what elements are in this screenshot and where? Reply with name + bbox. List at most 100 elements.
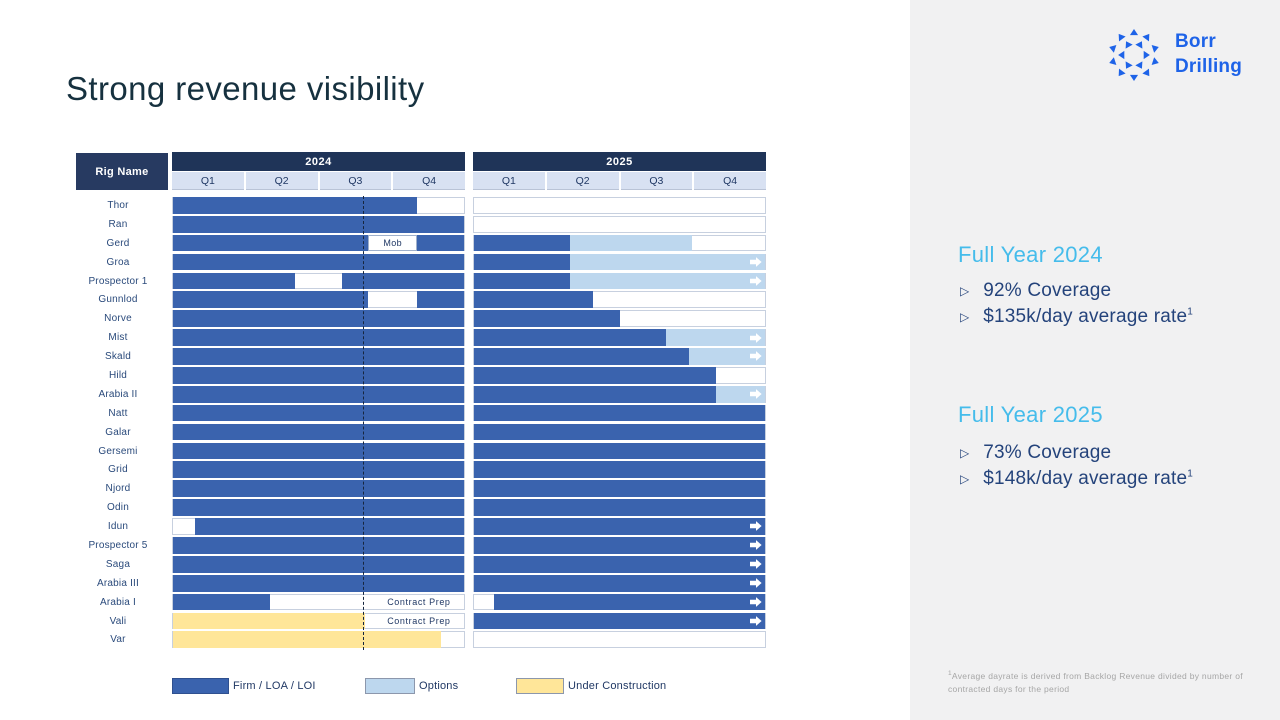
year-header-2025: 2025 Q1 Q2 Q3 Q4 <box>473 152 766 190</box>
gantt-row: Gunnlod <box>60 290 780 309</box>
bar-firm <box>474 291 594 309</box>
bar-under-construction <box>173 612 366 630</box>
rig-name-label: Thor <box>107 199 129 211</box>
rig-name-label: Groa <box>106 256 130 268</box>
legend-swatch-opt <box>365 678 415 694</box>
rig-name-label: Grid <box>108 464 128 476</box>
gantt-row: Skald <box>60 347 780 366</box>
bar-firm <box>474 518 765 535</box>
sidebar-bullet-text: $148k/day average rate1 <box>983 467 1194 489</box>
bar-firm <box>474 348 690 365</box>
gantt-track-2024 <box>172 404 465 422</box>
bar-firm <box>173 310 464 328</box>
page-title: Strong revenue visibility <box>66 70 425 107</box>
gantt-row: Njord <box>60 479 780 498</box>
bar-under-construction <box>173 631 441 649</box>
rig-name-label: Prospector 5 <box>88 539 148 551</box>
continuation-arrow-icon <box>750 578 762 589</box>
gantt-track-2025 <box>473 461 766 479</box>
bar-firm <box>474 574 765 592</box>
rig-name-label: Arabia II <box>98 388 138 400</box>
gantt-row: Vali Contract Prep <box>60 612 780 631</box>
bar-firm <box>173 461 464 479</box>
gantt-track-2025 <box>473 631 766 649</box>
rig-name-header: Rig Name <box>76 153 168 190</box>
gantt-row: Idun <box>60 517 780 536</box>
bar-firm <box>173 272 296 290</box>
rig-name-label: Odin <box>107 502 129 514</box>
bar-firm <box>494 593 765 611</box>
bar-firm <box>173 348 464 365</box>
bar-label-text: Contract Prep <box>387 615 451 626</box>
gantt-row: Arabia I Contract Prep <box>60 593 780 612</box>
bar-firm <box>173 253 464 271</box>
gantt-track-2025 <box>473 480 766 498</box>
continuation-arrow-icon <box>750 389 762 400</box>
gantt-track-2024 <box>172 574 465 592</box>
rig-name-label: Natt <box>108 407 128 419</box>
bar-firm <box>474 310 620 328</box>
gantt-track-2025 <box>473 518 766 535</box>
gantt-row: Groa <box>60 253 780 272</box>
gantt-row: Prospector 5 <box>60 536 780 555</box>
gantt-track-2025 <box>473 253 766 271</box>
bullet-superscript: 1 <box>1187 306 1194 318</box>
quarter-label: Q3 <box>319 172 392 190</box>
bar-options <box>570 272 765 290</box>
gantt-track-2024 <box>172 272 465 290</box>
gantt-track-2024 <box>172 631 465 649</box>
gantt-track-2024 <box>172 348 465 365</box>
rig-name-label: Gunnlod <box>98 294 138 306</box>
gantt-track-2025 <box>473 499 766 516</box>
bar-label-box: Mob <box>367 234 418 252</box>
quarter-label: Q1 <box>473 172 545 190</box>
continuation-arrow-icon <box>750 559 762 570</box>
sidebar-bullet-text: 73% Coverage <box>983 442 1112 463</box>
rig-name-label: Arabia III <box>96 577 140 589</box>
gantt-row: Saga <box>60 555 780 574</box>
logo-line1: Borr <box>1175 31 1216 53</box>
year-label: 2024 <box>172 152 465 171</box>
continuation-arrow-icon <box>750 615 762 626</box>
quarter-label: Q2 <box>245 172 318 190</box>
bar-firm <box>474 442 765 460</box>
gantt-track-2024 <box>172 253 465 271</box>
borr-logo-icon <box>1103 24 1165 86</box>
bar-firm <box>173 593 271 611</box>
bar-firm <box>474 537 765 554</box>
gantt-track-2024: Mob <box>172 234 465 252</box>
legend-swatch-uc <box>516 678 564 694</box>
gantt-track-2025 <box>473 442 766 460</box>
bar-firm <box>173 367 464 384</box>
quarter-row: Q1 Q2 Q3 Q4 <box>473 172 766 190</box>
quarter-label: Q1 <box>172 172 244 190</box>
continuation-arrow-icon <box>750 275 762 286</box>
gantt-track-2024 <box>172 215 465 233</box>
gantt-track-2025 <box>473 234 766 252</box>
bar-options <box>689 348 765 365</box>
gantt-track-2025 <box>473 593 766 611</box>
rig-name-label: Gersemi <box>98 445 138 457</box>
gantt-track-2024 <box>172 555 465 573</box>
rig-name-label: Ran <box>108 218 128 230</box>
gantt-track-2025 <box>473 537 766 554</box>
rig-name-label: Galar <box>105 426 131 438</box>
legend-item: Options <box>365 678 458 694</box>
bar-firm <box>474 499 765 516</box>
bar-firm <box>173 423 464 441</box>
gantt-track-2024 <box>172 423 465 441</box>
rig-name-label: Vali <box>109 615 127 627</box>
gantt-track-2025 <box>473 423 766 441</box>
bar-firm <box>173 442 464 460</box>
gantt-track-2025 <box>473 404 766 422</box>
bar-firm <box>173 215 464 233</box>
bar-firm <box>474 461 765 479</box>
bar-firm <box>474 423 765 441</box>
rig-name-label: Prospector 1 <box>88 275 148 287</box>
gantt-track-2024 <box>172 310 465 328</box>
year-header-2024: 2024 Q1 Q2 Q3 Q4 <box>172 152 465 190</box>
bar-firm <box>474 329 667 346</box>
continuation-arrow-icon <box>750 257 762 268</box>
gantt-track-2025 <box>473 385 766 403</box>
